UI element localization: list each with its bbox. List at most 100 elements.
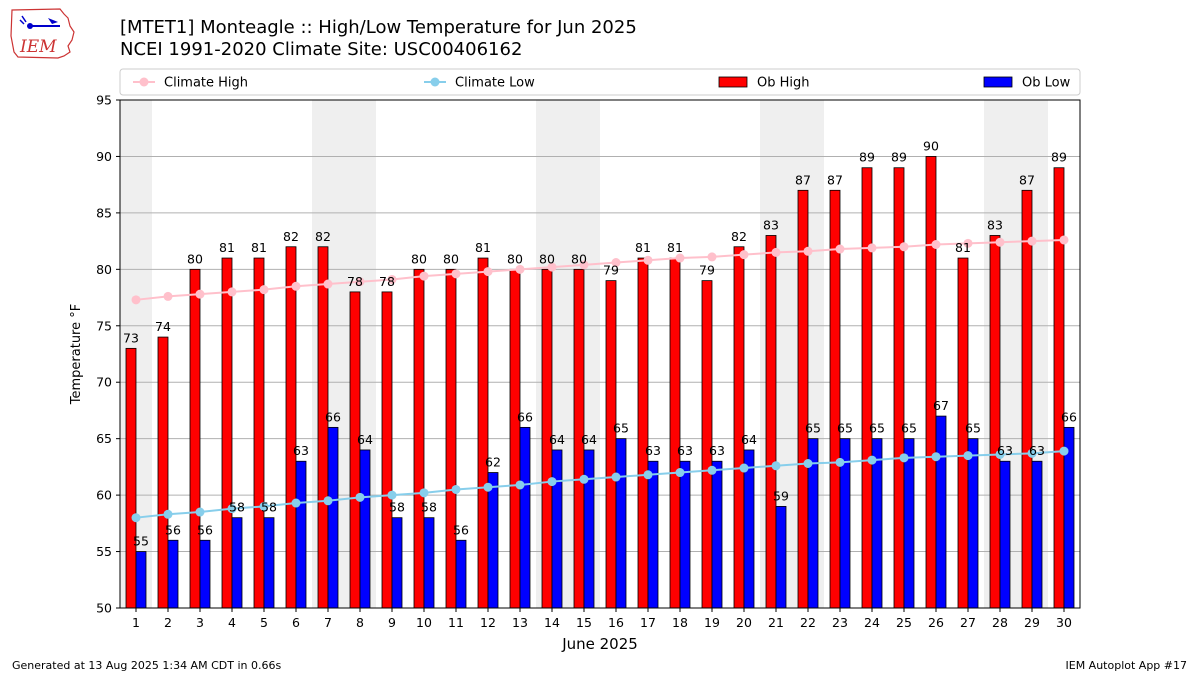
climate-low-point (547, 477, 557, 487)
x-tick-label: 5 (260, 615, 268, 630)
ob-high-bar (349, 291, 361, 609)
x-tick-label: 22 (800, 615, 816, 630)
legend-climate-low-marker (430, 77, 440, 87)
climate-low-point (419, 488, 429, 498)
ob-low-bar (1031, 460, 1043, 609)
ob-high-bar (317, 246, 329, 609)
ob-low-label: 64 (581, 432, 597, 447)
ob-low-label: 64 (741, 432, 757, 447)
climate-high-point (963, 238, 973, 248)
x-tick-label: 10 (416, 615, 432, 630)
climate-high-point (227, 287, 237, 297)
ob-low-label: 66 (517, 409, 533, 424)
ob-high-bar (509, 268, 521, 609)
ob-low-label: 66 (325, 409, 341, 424)
ob-high-label: 87 (1019, 172, 1035, 187)
legend-ob-low-label: Ob Low (1022, 76, 1071, 91)
ob-high-label: 82 (315, 229, 331, 244)
ob-low-label: 63 (677, 443, 693, 458)
ob-low-label: 56 (165, 522, 181, 537)
x-tick-label: 3 (196, 615, 204, 630)
ob-high-label: 73 (123, 330, 139, 345)
climate-high-point (931, 239, 941, 249)
climate-high-point (451, 269, 461, 279)
climate-high-point (739, 250, 749, 260)
ob-high-bar (477, 257, 489, 609)
climate-low-point (931, 452, 941, 462)
climate-low-point (579, 474, 589, 484)
x-tick-label: 11 (448, 615, 464, 630)
ob-high-label: 78 (379, 274, 395, 289)
y-tick-label: 65 (96, 431, 112, 446)
x-tick-label: 15 (576, 615, 592, 630)
climate-high-point (547, 262, 557, 272)
climate-low-point (739, 463, 749, 473)
ob-high-bar (157, 336, 169, 609)
ob-low-label: 55 (133, 534, 149, 549)
climate-high-point (419, 271, 429, 281)
ob-low-bar (327, 426, 339, 609)
ob-low-bar (231, 517, 243, 609)
climate-low-point (387, 490, 397, 500)
ob-high-bar (189, 268, 201, 609)
climate-low-point (227, 504, 237, 514)
climate-high-point (643, 255, 653, 265)
ob-high-label: 74 (155, 319, 171, 334)
ob-low-label: 63 (293, 443, 309, 458)
x-tick-label: 17 (640, 615, 656, 630)
ob-high-bar (861, 167, 873, 609)
ob-low-label: 63 (1029, 443, 1045, 458)
ob-high-label: 81 (667, 240, 683, 255)
ob-high-label: 80 (443, 251, 459, 266)
chart-subtitle: NCEI 1991-2020 Climate Site: USC00406162 (120, 39, 523, 60)
ob-high-bar (445, 268, 457, 609)
climate-low-point (899, 453, 909, 463)
ob-high-label: 80 (539, 251, 555, 266)
legend-ob-low-swatch (983, 76, 1013, 88)
ob-high-bar (1053, 167, 1065, 609)
y-tick-label: 85 (96, 205, 112, 220)
x-tick-label: 26 (928, 615, 944, 630)
x-tick-label: 6 (292, 615, 300, 630)
climate-high-point (291, 281, 301, 291)
ob-high-label: 80 (507, 251, 523, 266)
x-tick-label: 2 (164, 615, 172, 630)
climate-low-point (131, 513, 141, 523)
climate-high-point (1027, 236, 1037, 246)
climate-high-point (1059, 235, 1069, 245)
climate-low-point (1027, 448, 1037, 458)
ob-high-label: 83 (987, 217, 1003, 232)
plot-frame (119, 99, 1081, 609)
x-tick-label: 8 (356, 615, 364, 630)
ob-high-bar (253, 257, 265, 609)
climate-low-point (675, 468, 685, 478)
ob-high-bar (413, 268, 425, 609)
climate-low-point (771, 461, 781, 471)
x-tick-label: 23 (832, 615, 848, 630)
legend-ob-high-swatch (718, 76, 748, 88)
ob-high-label: 79 (603, 263, 619, 278)
iem-logo: IEM (10, 8, 75, 59)
climate-low-point (803, 459, 813, 469)
climate-high-point (611, 258, 621, 268)
ob-low-bar (519, 426, 531, 609)
legend-box (119, 68, 1081, 96)
x-tick-label: 30 (1056, 615, 1072, 630)
x-tick-label: 7 (324, 615, 332, 630)
climate-high-point (707, 252, 717, 262)
ob-high-label: 89 (891, 150, 907, 165)
ob-high-bar (765, 235, 777, 609)
ob-low-bar (775, 505, 787, 609)
ob-high-bar (1021, 189, 1033, 609)
climate-high-point (835, 244, 845, 254)
ob-low-label: 64 (357, 432, 373, 447)
ob-low-bar (263, 517, 275, 609)
ob-low-label: 67 (933, 398, 949, 413)
ob-high-bar (669, 257, 681, 609)
x-tick-label: 16 (608, 615, 624, 630)
legend-climate-high-label: Climate High (164, 76, 248, 91)
ob-low-bar (455, 539, 467, 609)
x-tick-label: 28 (992, 615, 1008, 630)
ob-high-label: 89 (859, 150, 875, 165)
ob-low-label: 65 (901, 421, 917, 436)
